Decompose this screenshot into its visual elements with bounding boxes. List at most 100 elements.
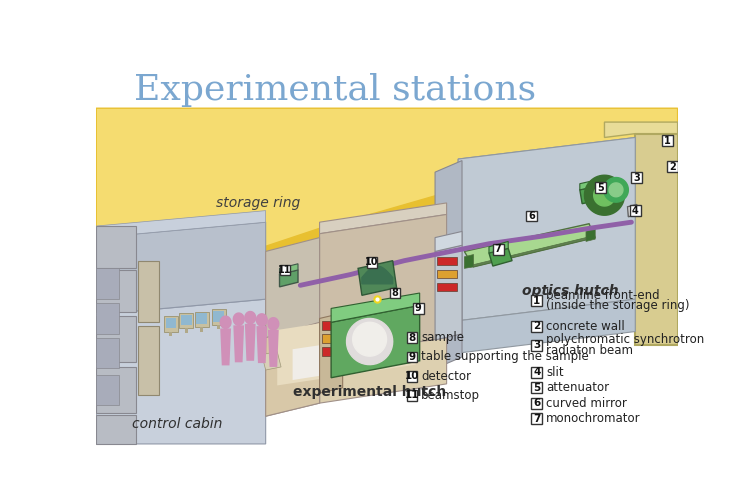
Polygon shape [593, 184, 615, 206]
Polygon shape [233, 313, 244, 326]
Polygon shape [214, 311, 224, 322]
Polygon shape [97, 108, 678, 295]
FancyBboxPatch shape [532, 383, 542, 393]
Polygon shape [97, 222, 266, 314]
Text: 1: 1 [664, 136, 671, 146]
Polygon shape [180, 313, 193, 329]
Polygon shape [435, 161, 462, 368]
Polygon shape [185, 329, 188, 333]
Polygon shape [245, 324, 256, 361]
FancyBboxPatch shape [390, 288, 400, 298]
Polygon shape [580, 185, 603, 204]
Polygon shape [435, 245, 462, 340]
Polygon shape [353, 322, 387, 356]
Text: control cabin: control cabin [132, 417, 222, 431]
Polygon shape [362, 266, 393, 284]
Polygon shape [279, 264, 298, 275]
Text: 9: 9 [414, 303, 421, 313]
FancyBboxPatch shape [532, 413, 542, 424]
Polygon shape [604, 177, 628, 202]
Text: concrete wall: concrete wall [546, 320, 624, 333]
Text: storage ring: storage ring [216, 196, 300, 210]
Polygon shape [220, 329, 231, 365]
Polygon shape [97, 226, 137, 269]
Text: 11: 11 [278, 265, 291, 275]
Text: 10: 10 [405, 371, 419, 381]
Polygon shape [97, 338, 119, 368]
Polygon shape [319, 313, 343, 393]
Polygon shape [464, 224, 595, 267]
Polygon shape [437, 270, 457, 278]
Text: detector: detector [421, 369, 471, 383]
Polygon shape [211, 309, 226, 325]
Polygon shape [358, 261, 396, 295]
Polygon shape [609, 183, 623, 197]
Polygon shape [293, 332, 416, 380]
Text: 8: 8 [392, 288, 399, 298]
Polygon shape [322, 321, 337, 330]
Text: 3: 3 [533, 340, 541, 350]
Text: optics hutch: optics hutch [522, 284, 618, 298]
Polygon shape [458, 138, 635, 321]
FancyBboxPatch shape [532, 398, 542, 409]
Polygon shape [97, 270, 137, 312]
Polygon shape [319, 338, 447, 403]
Text: monochromator: monochromator [546, 412, 640, 425]
Polygon shape [97, 269, 119, 299]
Polygon shape [181, 314, 192, 326]
Polygon shape [245, 311, 256, 324]
Polygon shape [97, 367, 137, 413]
FancyBboxPatch shape [532, 295, 542, 306]
Text: (inside the storage ring): (inside the storage ring) [546, 299, 689, 312]
Text: sample: sample [421, 331, 464, 344]
Polygon shape [288, 248, 347, 282]
Polygon shape [268, 330, 279, 367]
Polygon shape [489, 241, 508, 253]
Text: 11: 11 [405, 391, 419, 401]
Polygon shape [331, 305, 420, 377]
Polygon shape [217, 325, 220, 329]
FancyBboxPatch shape [407, 332, 418, 343]
FancyBboxPatch shape [526, 211, 537, 221]
Polygon shape [169, 332, 172, 336]
Polygon shape [437, 283, 457, 291]
Polygon shape [458, 138, 635, 170]
Text: 3: 3 [633, 172, 640, 182]
Text: 1: 1 [533, 296, 541, 306]
Text: 6: 6 [528, 211, 535, 221]
Polygon shape [97, 316, 137, 362]
Polygon shape [322, 347, 337, 356]
Polygon shape [605, 122, 678, 138]
Polygon shape [165, 318, 177, 329]
Polygon shape [458, 299, 635, 353]
Polygon shape [435, 231, 462, 251]
Text: 7: 7 [533, 413, 541, 423]
FancyBboxPatch shape [413, 303, 424, 314]
Polygon shape [584, 175, 624, 215]
FancyBboxPatch shape [532, 340, 542, 351]
Polygon shape [331, 293, 420, 322]
Polygon shape [635, 134, 678, 345]
Polygon shape [464, 255, 473, 269]
Text: polychromatic synchrotron: polychromatic synchrotron [546, 334, 704, 346]
Polygon shape [164, 316, 178, 332]
Text: curved mirror: curved mirror [546, 397, 627, 410]
FancyBboxPatch shape [493, 244, 504, 255]
Polygon shape [586, 228, 595, 241]
FancyBboxPatch shape [667, 161, 678, 172]
Polygon shape [97, 374, 119, 405]
Text: 5: 5 [533, 383, 541, 393]
Polygon shape [279, 270, 298, 287]
FancyBboxPatch shape [630, 205, 641, 216]
Polygon shape [319, 215, 447, 357]
Polygon shape [347, 218, 435, 270]
Polygon shape [220, 316, 231, 329]
FancyBboxPatch shape [407, 352, 418, 362]
Text: 5: 5 [597, 182, 604, 193]
Polygon shape [97, 415, 137, 444]
Text: 4: 4 [632, 206, 639, 216]
Polygon shape [580, 179, 601, 190]
Text: 9: 9 [408, 352, 415, 362]
Polygon shape [288, 237, 347, 264]
Text: 2: 2 [669, 162, 676, 172]
